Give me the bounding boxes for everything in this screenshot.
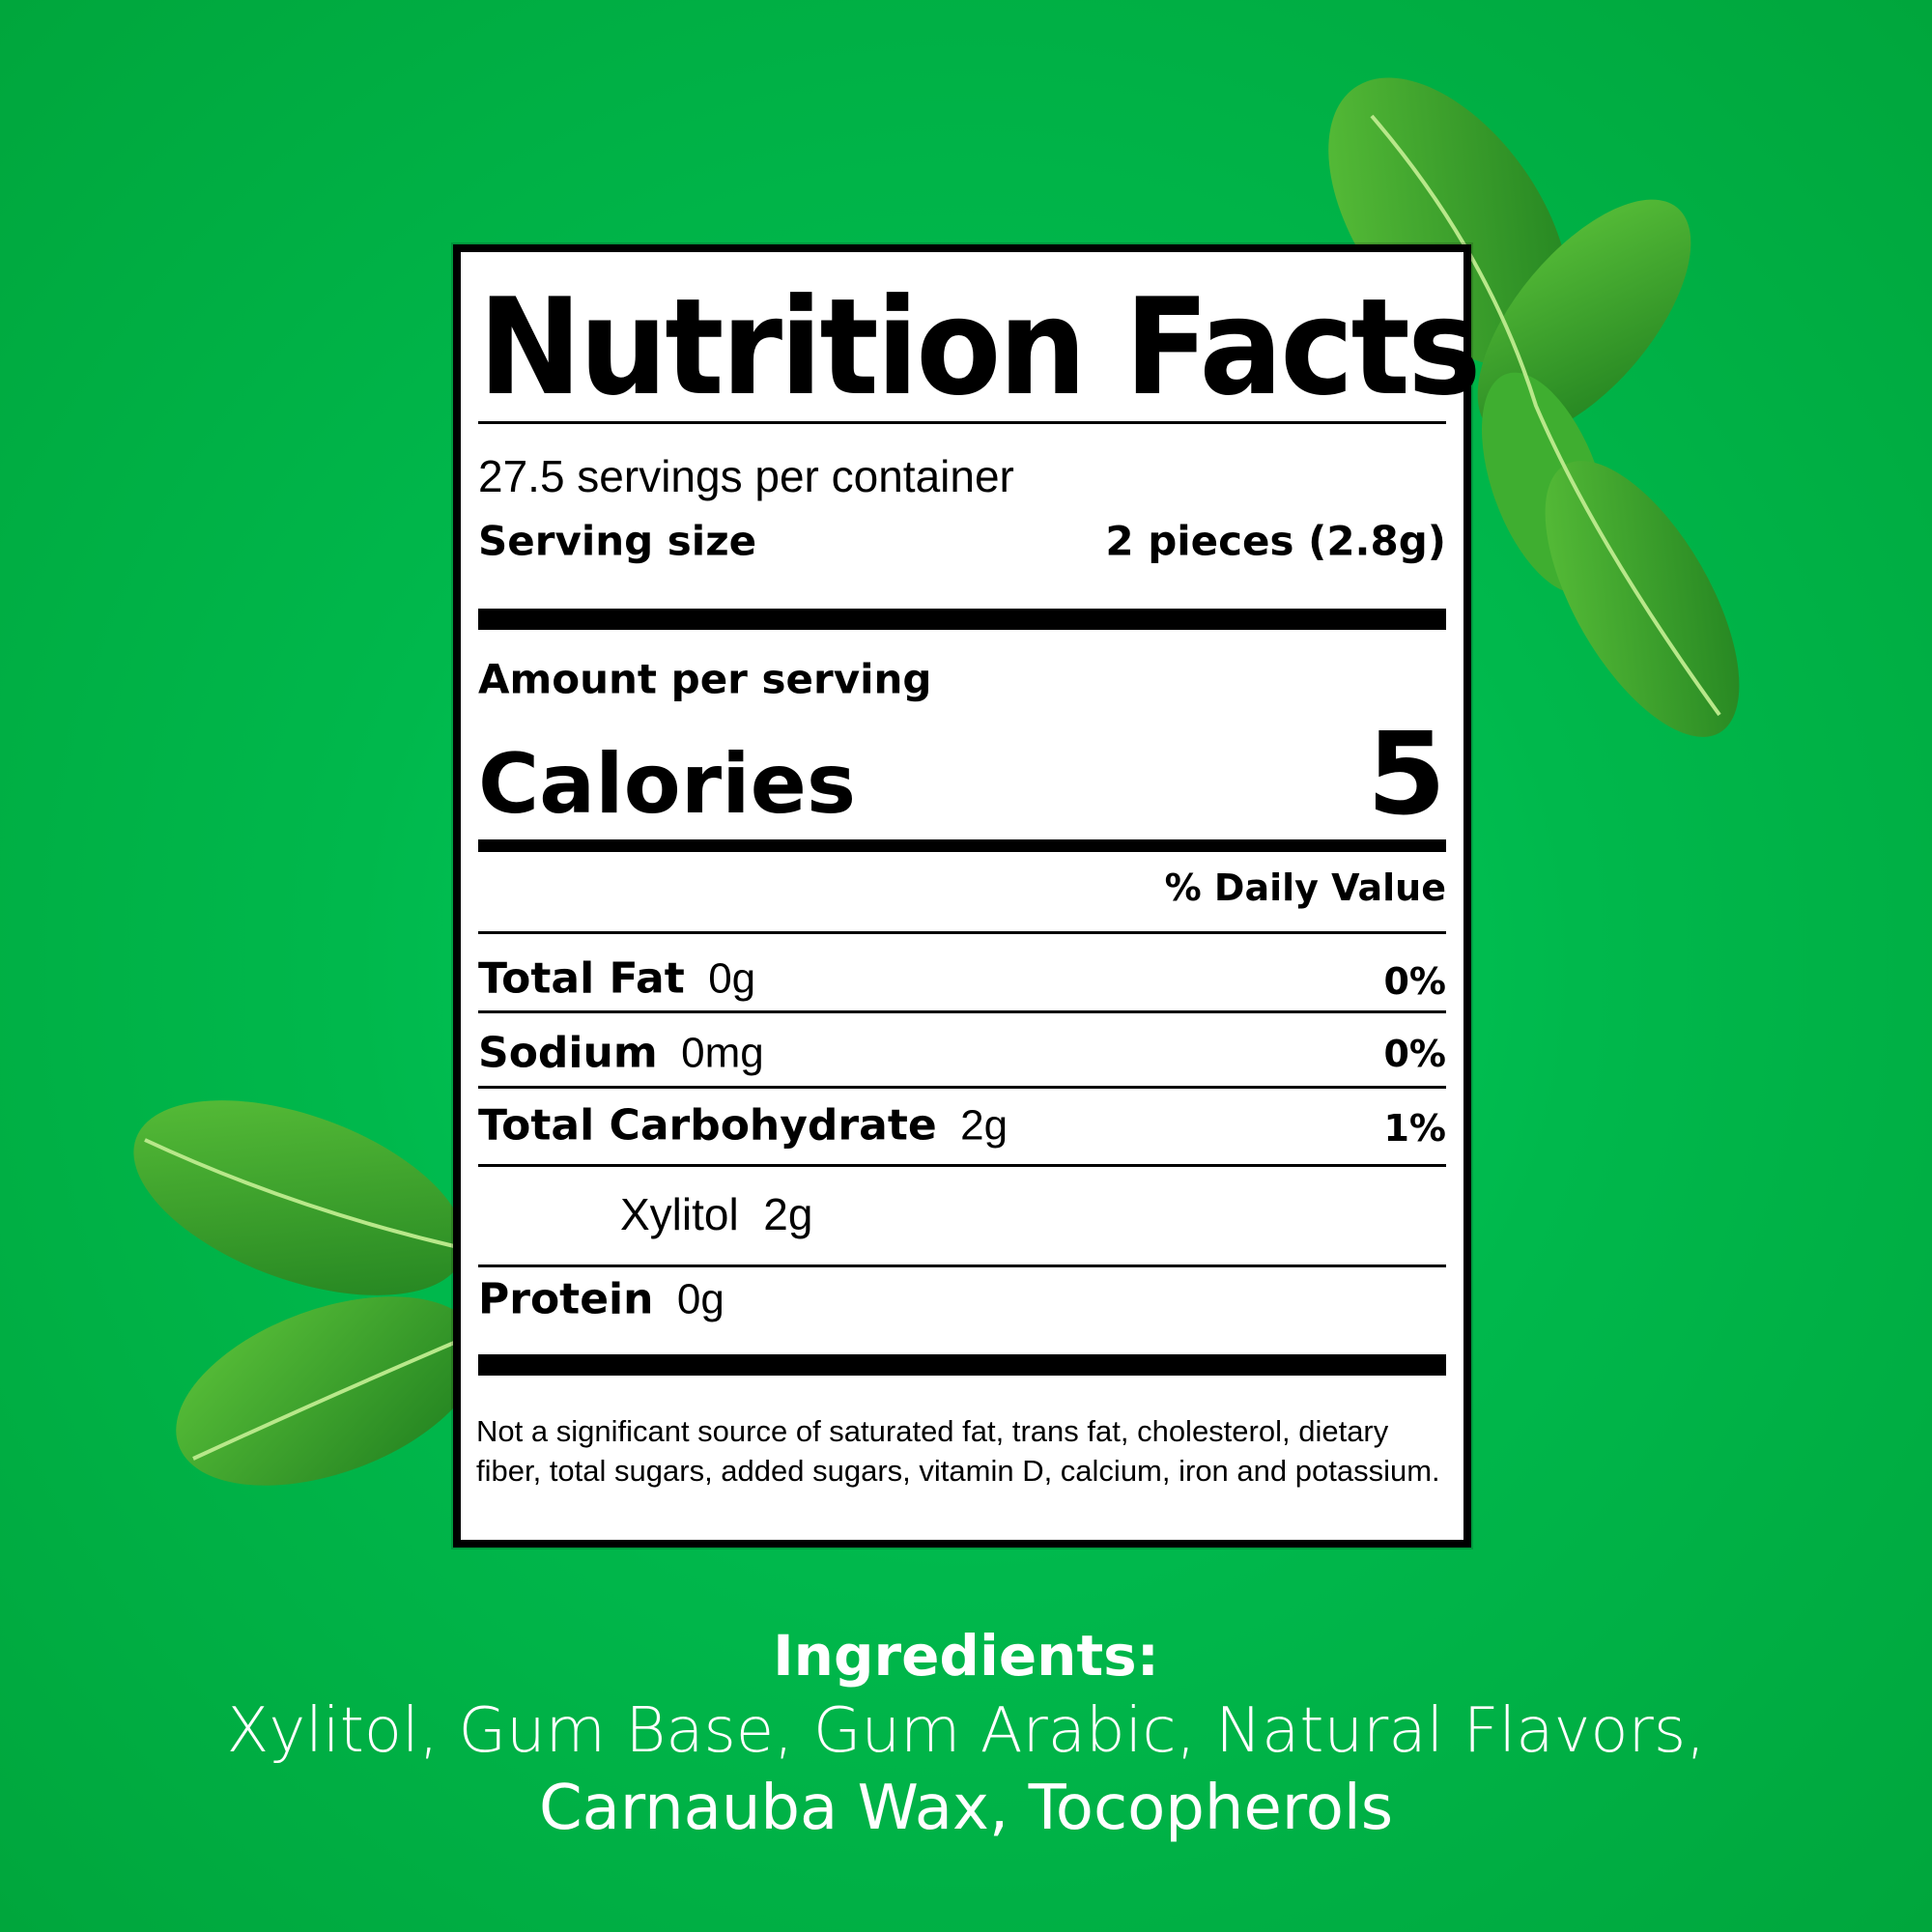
medium-divider [478,839,1446,852]
nutrient-name: Xylitol [620,1189,739,1239]
divider [478,1010,1446,1013]
servings-per-container: 27.5 servings per container [478,451,1014,501]
amount-per-serving: Amount per serving [478,655,932,703]
thick-divider [478,609,1446,630]
calories-value: 5 [1366,707,1446,840]
serving-size-value: 2 pieces (2.8g) [1105,517,1446,565]
nutrient-amount: 0g [708,954,756,1003]
nutrient-amount: 2g [960,1101,1009,1150]
nutrient-name: Total Carbohydrate [478,1100,937,1151]
mint-leaf-top-right [1328,77,1740,737]
nutrient-amount: 2g [763,1189,813,1239]
divider [478,421,1446,424]
ingredients-title: Ingredients: [773,1623,1159,1689]
ingredients-line-2: Carnauba Wax, Tocopherols [538,1773,1394,1844]
nutrient-name: Total Fat [478,953,685,1004]
nutrient-dv: 0% [1383,960,1446,1003]
nutrient-name: Protein [478,1274,654,1324]
thick-divider [478,1354,1446,1376]
mint-leaf-bottom-left [133,1100,481,1486]
serving-size-label: Serving size [478,517,757,565]
nutrient-amount: 0mg [681,1029,764,1077]
divider [478,931,1446,934]
nutrient-amount: 0g [676,1275,724,1323]
nutrient-dv: 1% [1383,1107,1446,1150]
calories-label: Calories [478,736,857,833]
nutrient-name: Sodium [478,1028,658,1078]
footnote: Not a significant source of saturated fa… [476,1414,1440,1488]
label-title: Nutrition Facts [478,270,1481,425]
divider [478,1264,1446,1267]
nutrition-facts-label: Nutrition Facts 27.5 servings per contai… [453,244,1481,1548]
divider [478,1164,1446,1167]
nutrient-dv: 0% [1383,1033,1446,1075]
ingredients-line-1: Xylitol, Gum Base, Gum Arabic, Natural F… [226,1695,1706,1767]
divider [478,1086,1446,1089]
daily-value-header: % Daily Value [1164,867,1446,909]
